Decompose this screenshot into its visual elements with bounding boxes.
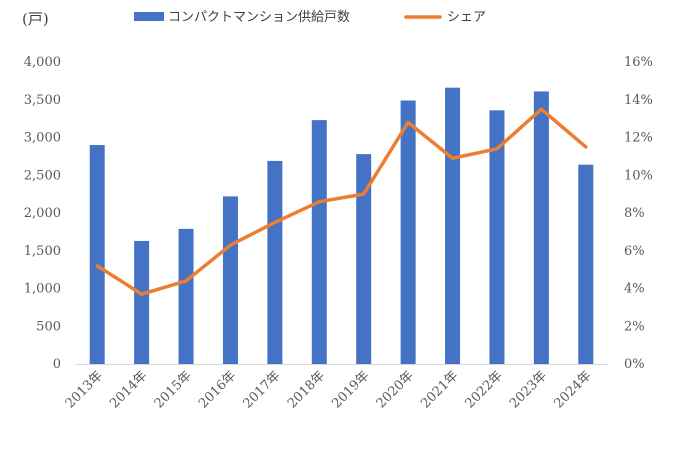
- share-point: [495, 147, 499, 151]
- bar: [222, 196, 238, 364]
- bar: [400, 100, 416, 364]
- y-left-tick-label: 0: [53, 357, 61, 372]
- y-left-tick-label: 1,500: [24, 244, 61, 259]
- y-left-tick-label: 2,500: [24, 168, 61, 183]
- share-point: [228, 243, 232, 247]
- share-point: [317, 200, 321, 204]
- share-point: [184, 279, 188, 283]
- share-point: [362, 192, 366, 196]
- bar: [445, 87, 461, 365]
- x-tick-label: 2021年: [418, 368, 461, 411]
- x-tick-label: 2023年: [507, 368, 550, 411]
- y-right-tick-label: 0%: [624, 357, 645, 372]
- bar: [267, 160, 283, 364]
- y-right-tick-label: 2%: [624, 319, 645, 334]
- x-tick-label: 2014年: [107, 368, 150, 411]
- share-point: [451, 156, 455, 160]
- y-left-tick-label: 2,000: [24, 206, 61, 221]
- x-tick-label: 2017年: [241, 368, 284, 411]
- y-right-tick-label: 4%: [624, 282, 645, 297]
- y-left-tick-label: 3,500: [24, 93, 61, 108]
- bar: [89, 145, 105, 364]
- legend-label-bar: コンパクトマンション供給戸数: [168, 10, 350, 25]
- x-tick-label: 2024年: [551, 368, 594, 411]
- y-right-tick-label: 10%: [624, 168, 653, 183]
- y-right-tick-label: 16%: [624, 55, 653, 70]
- y-right-tick-label: 14%: [624, 93, 653, 108]
- x-tick-label: 2018年: [285, 368, 328, 411]
- bar: [489, 110, 505, 364]
- y-right-tick-label: 12%: [624, 131, 653, 146]
- legend-swatch-bar: [134, 12, 164, 21]
- x-tick-label: 2015年: [152, 368, 195, 411]
- bar: [178, 228, 194, 364]
- bar: [356, 154, 372, 364]
- share-line: [95, 107, 588, 296]
- x-tick-label: 2020年: [374, 368, 417, 411]
- y-left-tick-label: 4,000: [24, 55, 61, 70]
- y-left-tick-label: 3,000: [24, 131, 61, 146]
- bar: [533, 91, 549, 364]
- y-left-tick-label: 500: [36, 319, 61, 334]
- x-tick-label: 2019年: [329, 368, 372, 411]
- share-point: [406, 120, 410, 124]
- share-point: [584, 145, 588, 149]
- y-left-tick-label: 1,000: [24, 282, 61, 297]
- bar: [578, 164, 594, 364]
- y-axis-unit-label: (戸): [22, 10, 49, 28]
- x-tick-label: 2013年: [63, 368, 106, 411]
- share-point: [539, 107, 543, 111]
- y-right-tick-label: 8%: [624, 206, 645, 221]
- bar: [311, 120, 327, 364]
- y-right-tick-label: 6%: [624, 244, 645, 259]
- share-point: [95, 264, 99, 268]
- legend-label-line: シェア: [447, 10, 486, 25]
- share-point: [273, 220, 277, 224]
- x-tick-label: 2022年: [463, 368, 506, 411]
- x-tick-label: 2016年: [196, 368, 239, 411]
- share-point: [140, 292, 144, 296]
- bar: [134, 240, 150, 364]
